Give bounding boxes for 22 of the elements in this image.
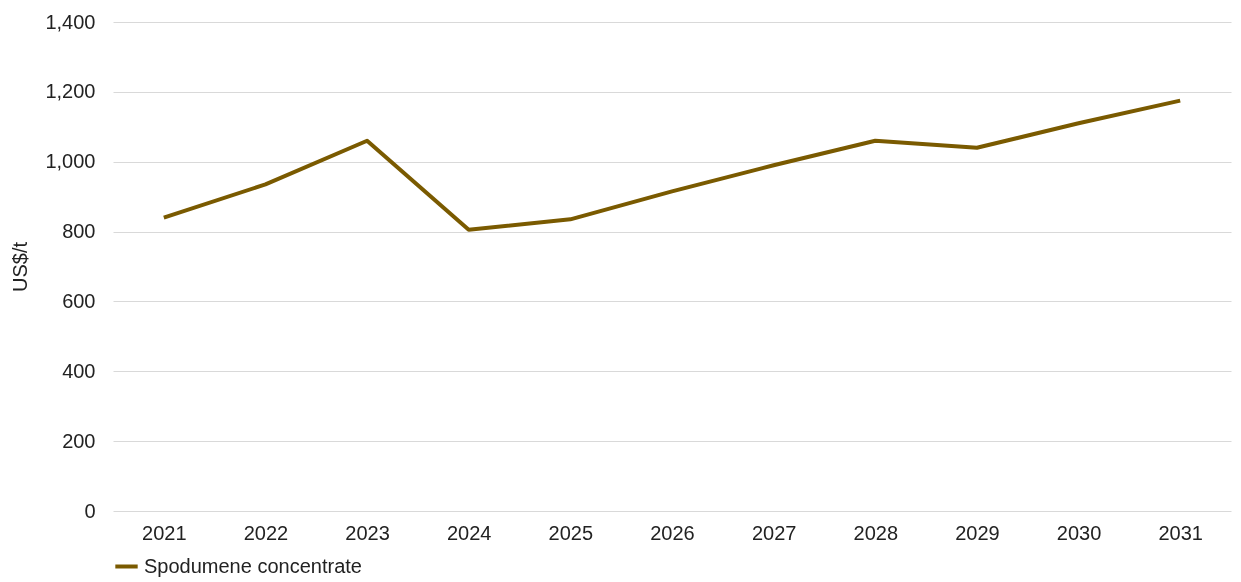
y-tick-label: 1,200 [45,80,96,103]
y-tick-label: 800 [62,220,96,243]
line-series [161,98,1183,232]
x-tick-label: 2023 [345,521,390,544]
y-tick-label: 200 [62,429,96,452]
x-tick-label: 2028 [853,521,899,544]
x-tick-label: 2031 [1158,521,1203,544]
y-tick-label: 400 [62,359,96,382]
x-tick-label: 2021 [142,521,187,544]
x-tick-label: 2026 [650,521,695,544]
x-tick-label: 2029 [955,521,1000,544]
y-tick-label: 600 [62,289,96,312]
y-axis-title: US$/t [9,241,32,293]
x-tick-label: 2025 [548,521,594,544]
y-tick-label: 1,000 [45,150,96,173]
x-tick-label: 2030 [1056,521,1102,544]
x-tick-label: 2022 [243,521,289,544]
x-tick-label: 2024 [446,521,492,544]
x-tick-label: 2027 [751,521,797,544]
y-tick-label: 0 [84,499,96,522]
legend-label: Spodumene concentrate [144,554,362,577]
y-tick-label: 1,400 [45,10,96,33]
